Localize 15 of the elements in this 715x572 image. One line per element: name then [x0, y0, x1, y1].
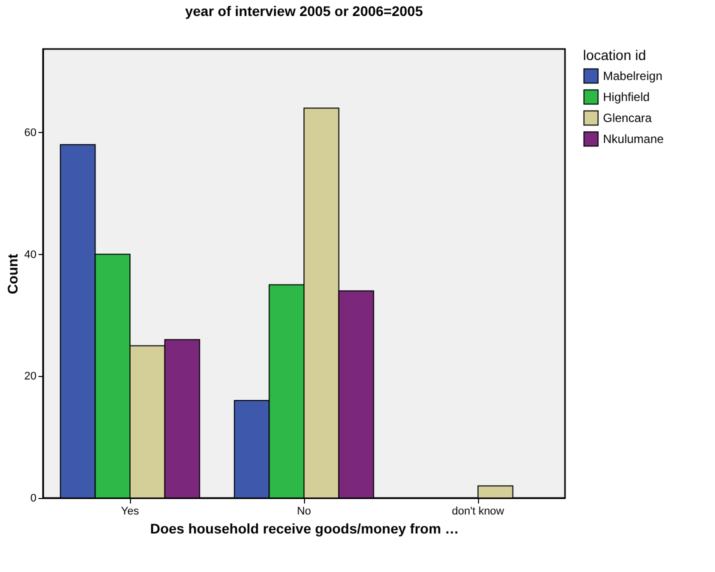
y-tick-label: 60: [24, 126, 36, 139]
chart-title: year of interview 2005 or 2006=2005: [185, 3, 424, 19]
y-tick-label: 40: [24, 248, 36, 261]
x-tick-label: Yes: [121, 506, 140, 518]
legend-label: Mabelreign: [603, 69, 662, 83]
legend-title: location id: [583, 47, 646, 63]
x-tick-label: don't know: [452, 506, 504, 518]
y-tick-label: 0: [30, 492, 36, 504]
legend-label: Highfield: [603, 90, 650, 104]
y-tick-label: 20: [24, 370, 36, 383]
legend-label: Nkulumane: [603, 132, 664, 146]
legend-label: Glencara: [603, 111, 652, 125]
x-axis-title: Does household receive goods/money from …: [150, 520, 459, 536]
x-tick-label: No: [296, 506, 312, 518]
y-axis-title: Count: [4, 253, 20, 294]
